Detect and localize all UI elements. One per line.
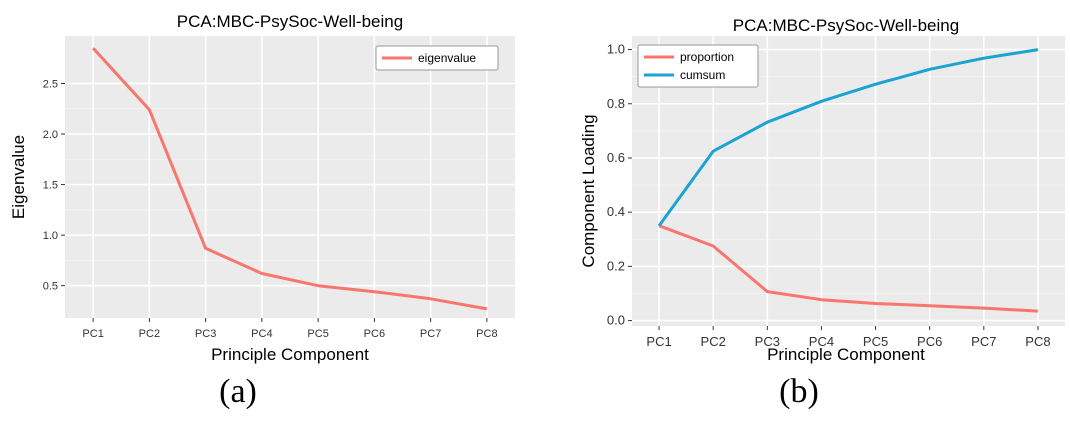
legend-label-proportion: proportion	[680, 50, 734, 64]
x-axis-label: Principle Component	[211, 345, 369, 364]
legend-label-eigenvalue: eigenvalue	[418, 51, 476, 65]
y-tick-label: 0.8	[607, 96, 625, 111]
legend-box	[375, 45, 499, 71]
x-tick-label: PC6	[917, 334, 942, 349]
x-tick-label: PC2	[701, 334, 726, 349]
x-tick-label: PC7	[420, 328, 441, 340]
y-tick-label: 0.0	[607, 313, 625, 328]
y-tick-label: 2.5	[43, 79, 58, 91]
y-tick-label: 1.0	[43, 230, 58, 242]
y-tick-label: 1.0	[607, 42, 625, 57]
x-tick-label: PC6	[364, 328, 385, 340]
plot-panel	[65, 36, 515, 318]
series-line-proportion	[658, 224, 1038, 313]
x-tick-label: PC3	[755, 334, 780, 349]
y-tick-label: 0.2	[607, 258, 625, 273]
y-axis-label: Eigenvalue	[9, 135, 28, 219]
y-tick-label: 0.5	[43, 281, 58, 293]
chart-title: PCA:MBC-PsySoc-Well-being	[177, 12, 403, 31]
y-axis-label: Component Loading	[579, 114, 598, 267]
panel-b-label: (b)	[779, 373, 819, 410]
chart-a: 0.5 1.0 1.5 2.0 2.5 PC1 PC2 PC3 PC4 PC5 PC6 PC7 PC8 P…	[9, 12, 515, 364]
chart-b: 0.0 0.2 0.4 0.6 0.8 1.0 PC1 PC2 PC3 PC4 PC5 PC6 PC7 P…	[579, 16, 1065, 364]
x-axis-label: Principle Component	[767, 345, 925, 364]
x-tick-label: PC5	[863, 334, 888, 349]
legend: eigenvalue	[375, 45, 499, 71]
x-tick-label: PC2	[139, 328, 160, 340]
x-tick-label: PC1	[646, 334, 671, 349]
legend: proportion cumsum	[637, 44, 759, 88]
x-tick-label: PC8	[476, 328, 497, 340]
x-tick-label: PC1	[82, 328, 103, 340]
x-tick-label: PC8	[1025, 334, 1050, 349]
y-tick-label: 0.6	[607, 150, 625, 165]
chart-title: PCA:MBC-PsySoc-Well-being	[733, 16, 959, 35]
x-tick-label: PC5	[307, 328, 328, 340]
legend-label-cumsum: cumsum	[680, 68, 725, 82]
x-tick-label: PC3	[195, 328, 216, 340]
x-tick-label: PC4	[809, 334, 834, 349]
y-tick-label: 0.4	[607, 204, 625, 219]
x-tick-label: PC4	[251, 328, 272, 340]
x-tick-label: PC7	[971, 334, 996, 349]
panel-a-label: (a)	[219, 373, 257, 410]
y-tick-label: 1.5	[43, 180, 58, 192]
series-line-eigenvalue	[91, 47, 488, 311]
y-tick-label: 2.0	[43, 129, 58, 141]
series-line-cumsum	[657, 48, 1039, 227]
